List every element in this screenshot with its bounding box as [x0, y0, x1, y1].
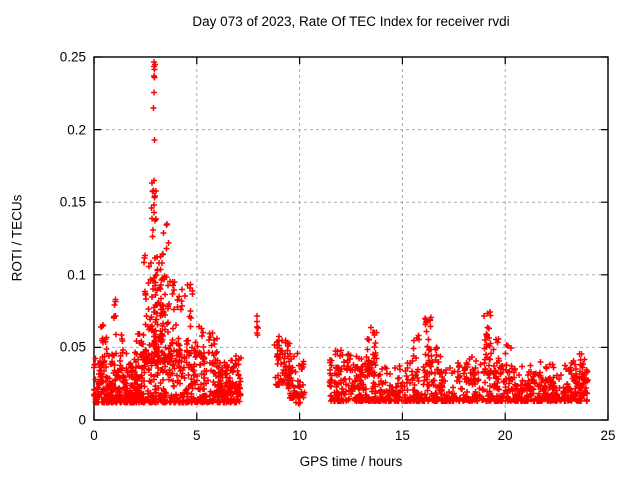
- x-axis-label: GPS time / hours: [299, 454, 403, 469]
- y-axis-label: ROTI / TECUs: [9, 194, 25, 282]
- x-tick-label: 10: [292, 428, 308, 443]
- y-tick-label: 0.05: [59, 339, 86, 355]
- y-tick-label: 0.1: [67, 267, 86, 283]
- y-tick-label: 0.15: [59, 194, 86, 210]
- x-tick-label: 5: [193, 428, 201, 443]
- x-tick-label: 25: [600, 428, 616, 443]
- chart-title: Day 073 of 2023, Rate Of TEC Index for r…: [192, 14, 510, 29]
- y-tick-label: 0: [78, 412, 86, 428]
- x-tick-label: 20: [497, 428, 513, 443]
- y-tick-label: 0.25: [59, 49, 86, 65]
- x-tick-label: 0: [90, 428, 98, 443]
- data-points: [91, 59, 591, 407]
- y-tick-label: 0.2: [67, 122, 86, 138]
- x-tick-label: 15: [394, 428, 410, 443]
- plot-border: [93, 56, 609, 421]
